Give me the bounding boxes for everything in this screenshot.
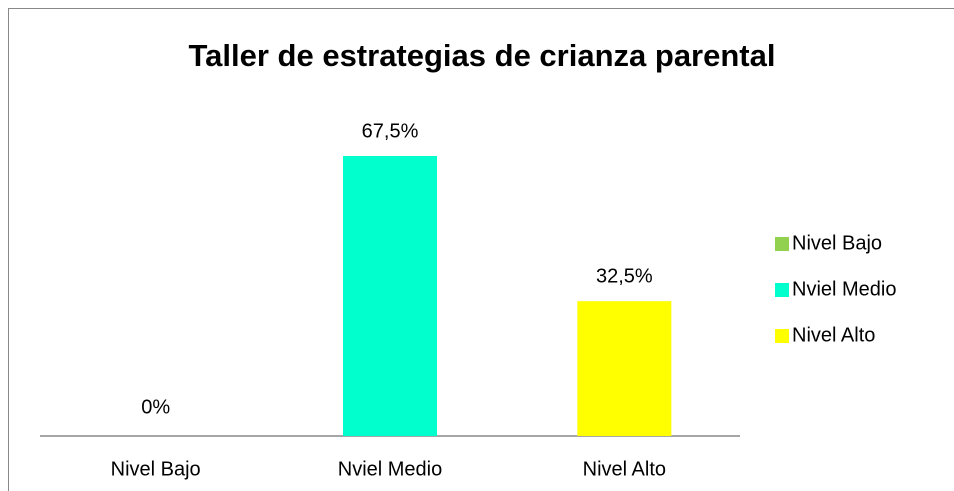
x-tick-label: Nivel Alto <box>583 458 666 480</box>
chart-frame <box>8 8 954 491</box>
data-label: 32,5% <box>596 265 653 287</box>
x-tick-label: Nivel Bajo <box>111 458 201 480</box>
data-label: 67,5% <box>362 120 419 142</box>
x-tick-label: Nviel Medio <box>338 458 442 480</box>
legend-swatch <box>775 283 789 297</box>
legend-label: Nivel Bajo <box>792 232 882 254</box>
legend-label: Nivel Alto <box>792 324 875 346</box>
bar <box>343 156 437 436</box>
legend-swatch <box>775 329 789 343</box>
legend-swatch <box>775 237 789 251</box>
bar <box>577 301 672 436</box>
data-label: 0% <box>141 396 170 418</box>
chart-title: Taller de estrategias de crianza parenta… <box>189 38 776 73</box>
legend-label: Nviel Medio <box>792 278 896 300</box>
